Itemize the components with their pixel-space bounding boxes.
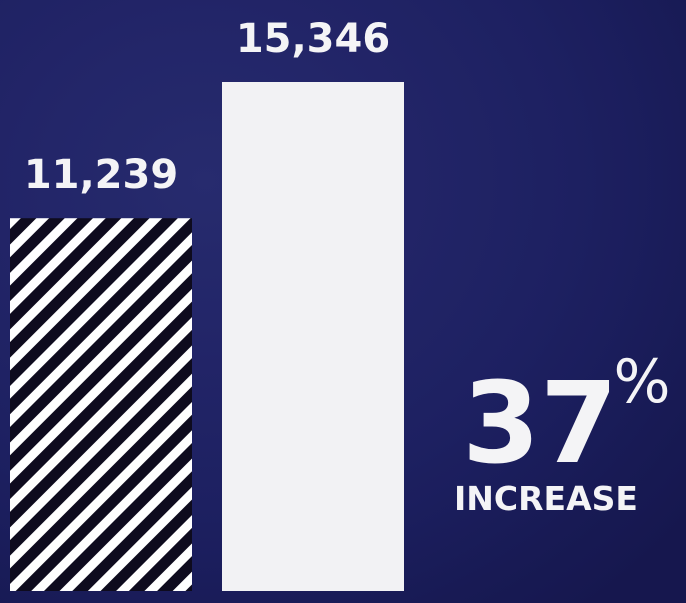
bar [222, 82, 404, 591]
value-label: 15,346 [236, 16, 390, 62]
highlight-label: INCREASE [454, 479, 638, 518]
highlight-number: 37 [462, 359, 618, 489]
bar [10, 218, 192, 591]
highlight-unit: % [613, 347, 670, 417]
value-label: 11,239 [24, 152, 178, 198]
bars: 11,239 15,346 [10, 16, 404, 591]
